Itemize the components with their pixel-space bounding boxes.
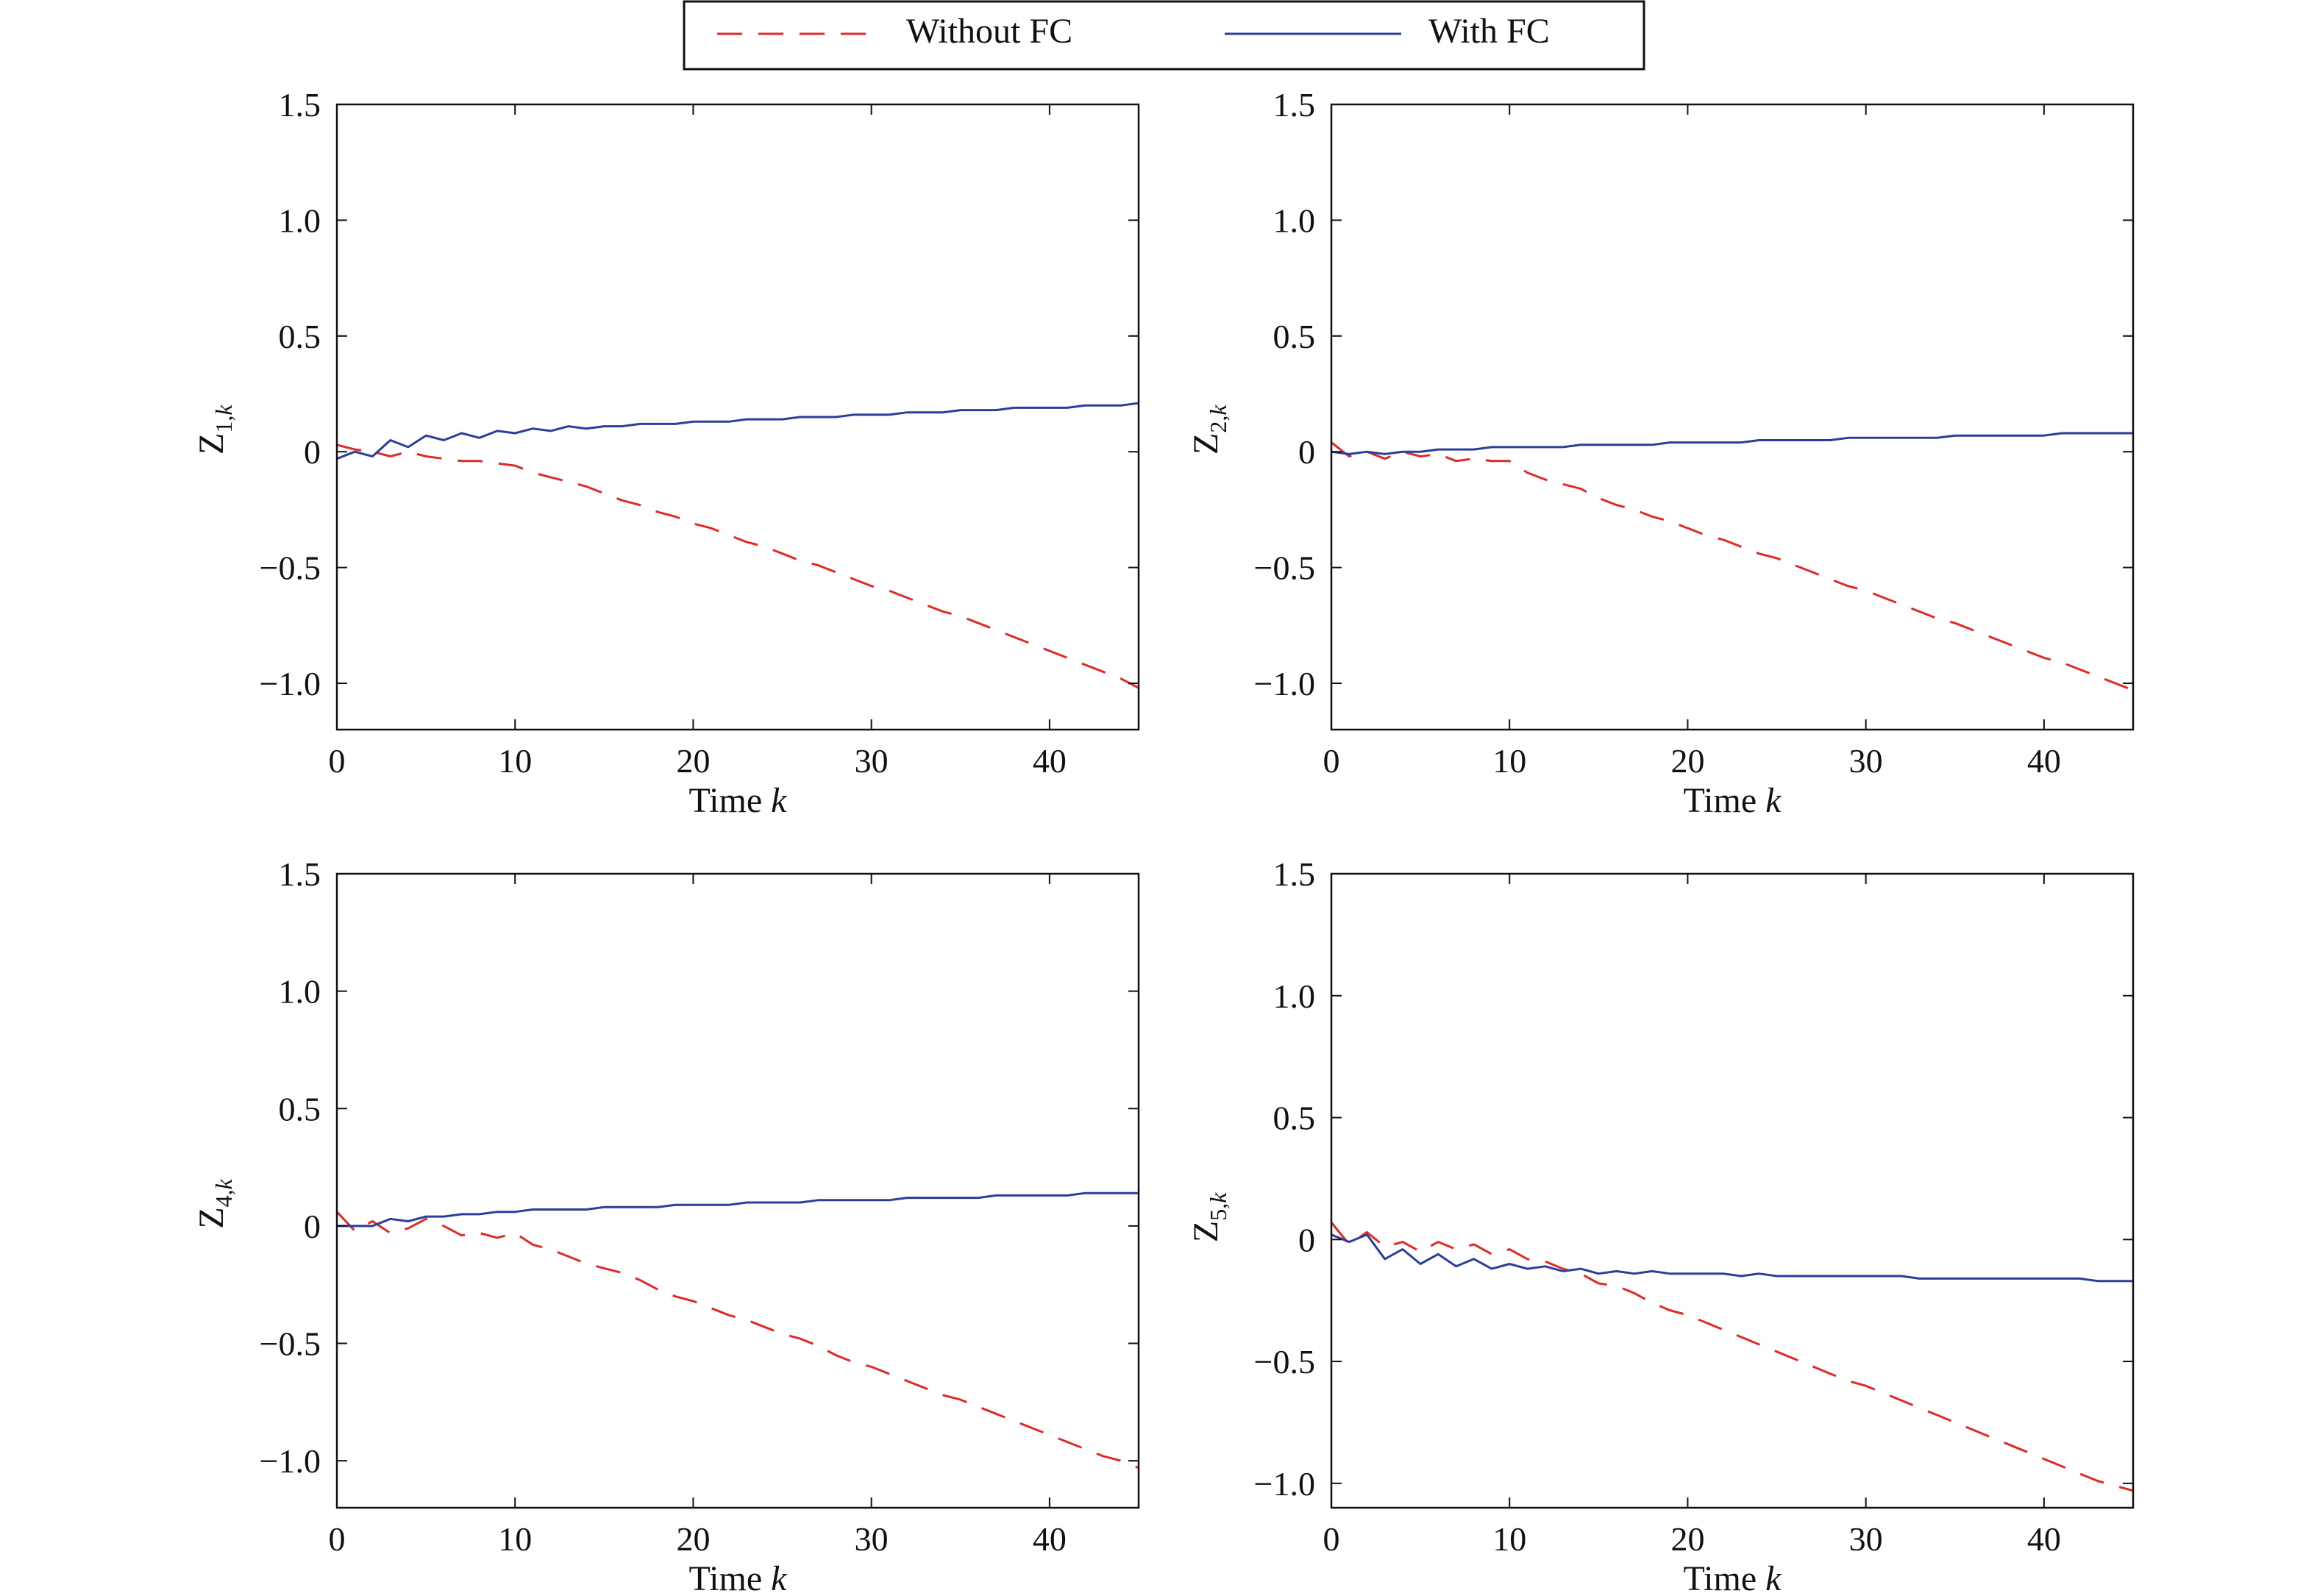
y-tick-label: 1.5 <box>279 855 321 893</box>
series-line-with-fc <box>1331 432 2133 455</box>
y-tick-label: 1.5 <box>1273 855 1316 893</box>
x-tick-label: 40 <box>2027 742 2061 780</box>
y-axis-label: Z4,k <box>192 1178 237 1228</box>
x-tick-label: 40 <box>1033 1520 1067 1558</box>
y-axis-label: Z5,k <box>1186 1192 1231 1242</box>
x-tick-label: 20 <box>676 1520 710 1558</box>
y-tick-label: 1.5 <box>279 86 321 124</box>
x-tick-label: 30 <box>1849 742 1883 780</box>
x-axis-label: Time k <box>1684 781 1783 820</box>
x-tick-label: 30 <box>855 742 889 780</box>
series-line-without-fc <box>1331 441 2133 691</box>
x-axis-label: Time k <box>1684 1559 1783 1596</box>
x-tick-label: 30 <box>1849 1520 1883 1558</box>
x-tick-label: 20 <box>676 742 710 780</box>
y-tick-label: −1.0 <box>260 1442 321 1480</box>
y-tick-label: 0 <box>304 433 321 471</box>
y-tick-label: 1.5 <box>1273 86 1316 124</box>
axes-frame <box>335 872 1140 1509</box>
legend-label-without-fc: Without FC <box>906 12 1072 51</box>
x-axis-label: Time k <box>689 781 789 820</box>
y-tick-label: 1.0 <box>1273 977 1316 1015</box>
legend: Without FC With FC <box>683 0 1645 71</box>
x-tick-label: 0 <box>329 1520 346 1558</box>
y-axis-label: Z2,k <box>1186 405 1231 455</box>
y-tick-label: −0.5 <box>1254 1343 1315 1381</box>
series-line-with-fc <box>337 1191 1139 1228</box>
y-tick-label: −1.0 <box>260 665 321 702</box>
series-line-with-fc <box>1331 1233 2133 1283</box>
legend-frame <box>683 0 1645 71</box>
y-tick-label: −0.5 <box>260 549 321 587</box>
x-tick-label: 40 <box>2027 1520 2061 1558</box>
x-tick-label: 0 <box>329 742 346 780</box>
y-tick-label: 0.5 <box>1273 318 1316 355</box>
y-tick-label: −0.5 <box>1254 549 1315 587</box>
x-tick-label: 10 <box>1492 1520 1526 1558</box>
y-tick-label: 0.5 <box>1273 1100 1316 1137</box>
x-tick-label: 40 <box>1033 742 1067 780</box>
y-tick-label: −0.5 <box>260 1325 321 1363</box>
x-tick-label: 10 <box>1492 742 1526 780</box>
axes-frame <box>1330 872 2135 1509</box>
x-tick-label: 20 <box>1670 742 1704 780</box>
x-tick-label: 0 <box>1323 1520 1340 1558</box>
y-tick-label: 0 <box>304 1208 321 1245</box>
y-tick-label: 1.0 <box>1273 202 1316 239</box>
y-tick-label: 1.0 <box>279 973 321 1011</box>
x-tick-label: 10 <box>498 1520 532 1558</box>
x-tick-label: 30 <box>855 1520 889 1558</box>
y-tick-label: 0 <box>1298 433 1315 471</box>
series-line-with-fc <box>337 402 1139 460</box>
axes-frame <box>335 103 1140 731</box>
y-tick-label: −1.0 <box>1254 665 1315 702</box>
y-tick-label: 0.5 <box>279 318 321 355</box>
panel-z5k: 0 10 20 30 40 1.5 1.0 0.5 0 −0.5 −1.0 Time k Z5,k <box>1186 855 2135 1596</box>
axes-frame <box>1330 103 2135 731</box>
y-tick-label: 0 <box>1298 1221 1315 1258</box>
panel-z1k: 0 10 20 30 40 1.5 1.0 0.5 0 −0.5 −1.0 Time k Z1,k <box>192 86 1140 820</box>
series-line-without-fc <box>337 443 1139 689</box>
x-tick-label: 10 <box>498 742 532 780</box>
x-axis-label: Time k <box>689 1559 789 1596</box>
panel-z2k: 0 10 20 30 40 1.5 1.0 0.5 0 −0.5 −1.0 Time k Z2,k <box>1186 86 2135 820</box>
panel-z4k: 0 10 20 30 40 1.5 1.0 0.5 0 −0.5 −1.0 Time k Z4,k <box>192 855 1140 1596</box>
y-tick-label: −1.0 <box>1254 1465 1315 1503</box>
y-tick-label: 1.0 <box>279 202 321 239</box>
y-tick-label: 0.5 <box>279 1090 321 1127</box>
y-axis-label: Z1,k <box>192 405 237 455</box>
x-tick-label: 20 <box>1670 1520 1704 1558</box>
legend-label-with-fc: With FC <box>1428 12 1550 51</box>
x-tick-label: 0 <box>1323 742 1340 780</box>
